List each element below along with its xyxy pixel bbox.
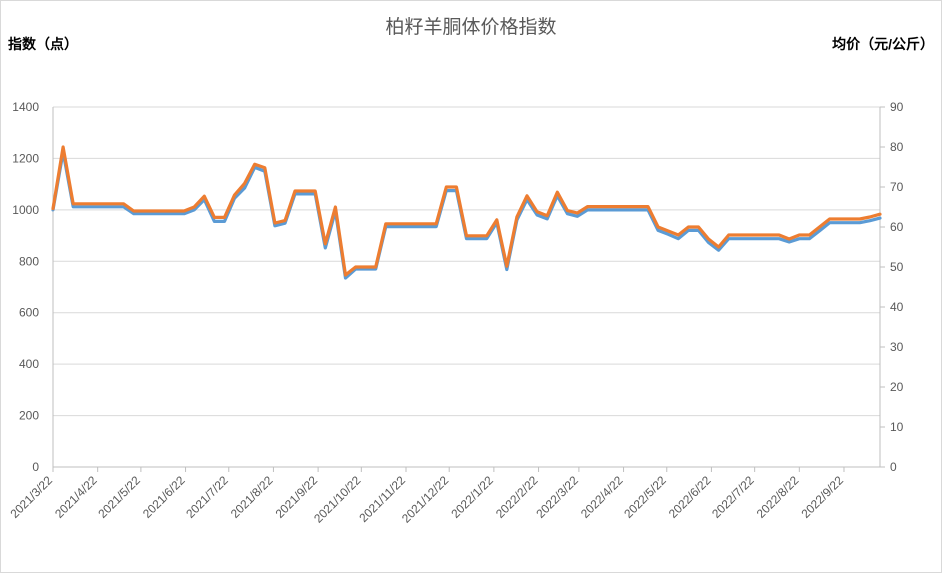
right-tick-label: 20 [890, 380, 904, 394]
right-tick-label: 50 [890, 260, 904, 274]
right-tick-label: 30 [890, 340, 904, 354]
right-tick-label: 80 [890, 140, 904, 154]
x-tick-label: 2022/7/22 [709, 473, 757, 521]
x-tick-label: 2021/10/22 [311, 473, 364, 526]
x-tick-label: 2021/6/22 [140, 473, 188, 521]
right-axis-series-line [51, 145, 882, 277]
right-tick-label: 10 [890, 420, 904, 434]
left-axis-ticks: 0 200 400 600 800 1000 1200 1400 [12, 100, 39, 474]
left-tick-label: 1400 [12, 100, 39, 114]
x-tick-label: 2022/5/22 [621, 473, 669, 521]
left-tick-label: 0 [32, 460, 39, 474]
x-tick-label: 2022/9/22 [798, 473, 846, 521]
right-tick-label: 90 [890, 100, 904, 114]
left-axis-title: 指数（点） [8, 36, 78, 52]
right-tick-label: 0 [890, 460, 897, 474]
left-tick-label: 400 [19, 357, 39, 371]
left-tick-label: 800 [19, 254, 39, 268]
right-tick-label: 70 [890, 180, 904, 194]
x-tick-label: 2022/2/22 [493, 473, 541, 521]
left-tick-label: 600 [19, 306, 39, 320]
x-tick-label: 2022/1/22 [448, 473, 496, 521]
x-tick-label: 2021/8/22 [228, 473, 276, 521]
x-tick-label: 2021/12/22 [399, 473, 452, 526]
x-tick-label: 2021/4/22 [52, 473, 100, 521]
x-tick-label: 2022/4/22 [578, 473, 626, 521]
axes [52, 107, 881, 468]
right-axis-ticks: 0 10 20 30 40 50 60 70 80 90 [880, 100, 904, 474]
x-tick-label: 2021/5/22 [95, 473, 143, 521]
left-tick-label: 200 [19, 409, 39, 423]
x-tick-label: 2022/8/22 [754, 473, 802, 521]
x-tick-label: 2022/3/22 [533, 473, 581, 521]
series-lines [51, 145, 882, 280]
left-tick-label: 1000 [12, 203, 39, 217]
gridlines [53, 106, 880, 417]
left-tick-label: 1200 [12, 151, 39, 165]
x-axis-ticks: 2021/3/222021/4/222021/5/222021/6/222021… [7, 467, 846, 526]
x-tick-label: 2022/6/22 [666, 473, 714, 521]
right-tick-label: 60 [890, 220, 904, 234]
chart-title: 柏籽羊胴体价格指数 [385, 17, 557, 38]
right-axis-title: 均价（元/公斤） [832, 36, 934, 52]
right-tick-label: 40 [890, 300, 904, 314]
x-tick-label: 2021/7/22 [183, 473, 231, 521]
left-axis-series-line [51, 150, 882, 280]
x-tick-label: 2021/3/22 [7, 473, 55, 521]
